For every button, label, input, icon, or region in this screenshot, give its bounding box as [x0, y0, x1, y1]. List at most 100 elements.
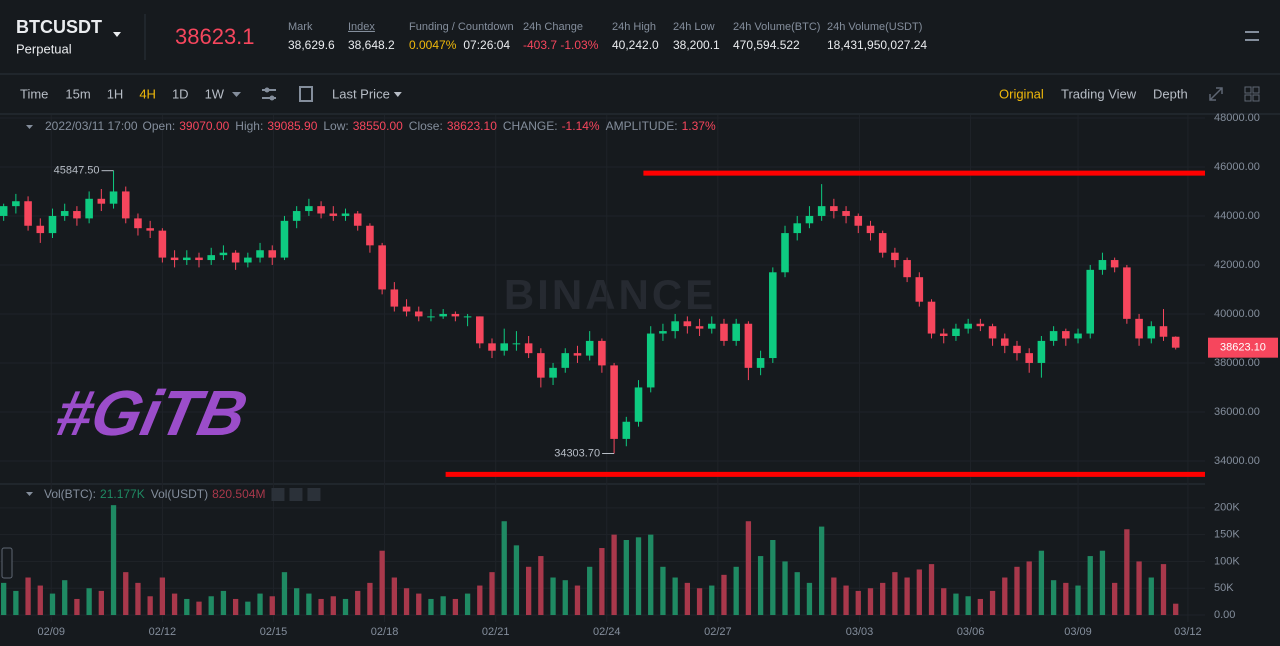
- candle-body: [390, 289, 399, 307]
- indicator-icon[interactable]: [269, 95, 275, 101]
- candle-body: [36, 225, 45, 234]
- volume-bar: [1160, 564, 1167, 616]
- interval-button[interactable]: 1D: [172, 86, 189, 101]
- volume-bar: [770, 539, 776, 616]
- candle-body: [353, 213, 362, 226]
- candle-body: [707, 323, 716, 329]
- volume-bar: [1112, 582, 1118, 616]
- candle-body: [976, 323, 985, 327]
- candle-body: [573, 353, 582, 356]
- volume-bar: [733, 566, 739, 616]
- volume-bar: [660, 566, 666, 616]
- volume-bar: [379, 550, 385, 616]
- volume-legend-name: Vol(BTC):: [44, 487, 96, 501]
- candle-body: [317, 206, 325, 214]
- interval-dropdown[interactable]: [232, 92, 241, 97]
- candle-body: [1037, 340, 1046, 363]
- volume-bar: [684, 582, 690, 616]
- legend-value: 39085.90: [267, 119, 317, 133]
- volume-bar: [464, 593, 471, 616]
- volume-toggle[interactable]: [26, 492, 33, 496]
- y-tick-label: 48000.00: [1214, 112, 1260, 124]
- candle-body: [256, 250, 264, 258]
- legend-toggle[interactable]: [26, 125, 33, 129]
- candle-body: [817, 206, 826, 216]
- candle-body: [1147, 326, 1156, 339]
- volume-bar: [428, 598, 434, 616]
- candle-body: [964, 323, 972, 329]
- x-tick-label: 03/09: [1064, 626, 1092, 638]
- candle-body: [793, 223, 802, 234]
- stat-value: 0.0047%: [409, 38, 457, 52]
- volume-bar: [977, 598, 984, 616]
- candle-body: [60, 211, 69, 216]
- volume-control[interactable]: [289, 488, 303, 501]
- legend-value: 39070.00: [179, 119, 229, 133]
- stat-label: 24h Change: [523, 21, 583, 33]
- volume-bar: [648, 534, 654, 616]
- volume-bar: [1063, 582, 1069, 616]
- price-type-dropdown: [393, 92, 402, 97]
- candle-body: [891, 252, 899, 261]
- annotation-label: 34303.70: [554, 447, 600, 459]
- volume-control[interactable]: [271, 488, 285, 501]
- volume-bar: [1075, 585, 1081, 616]
- candle-body: [24, 201, 32, 226]
- interval-button[interactable]: 15m: [65, 86, 90, 101]
- annotation-label: 45847.50: [54, 165, 100, 177]
- candle-body: [207, 255, 215, 261]
- volume-bar: [245, 601, 251, 616]
- candle-body: [720, 323, 728, 341]
- candle-body: [183, 257, 191, 261]
- volume-bar: [184, 598, 190, 616]
- volume-bar: [757, 556, 764, 616]
- stat-value: 38,629.6: [288, 38, 335, 52]
- volume-bar: [1038, 550, 1045, 616]
- legend-name: Low:: [323, 119, 348, 133]
- symbol-dropdown[interactable]: [113, 32, 121, 37]
- interval-button[interactable]: 4H: [139, 86, 156, 101]
- candle-body: [988, 326, 997, 339]
- candle-body: [549, 367, 557, 378]
- view-button[interactable]: Original: [999, 86, 1044, 101]
- volume-bar: [989, 590, 996, 616]
- interval-button[interactable]: 1W: [205, 86, 225, 101]
- view-button[interactable]: Depth: [1153, 86, 1188, 101]
- symbol[interactable]: BTCUSDT: [16, 17, 102, 37]
- volume-control[interactable]: [307, 488, 321, 501]
- stat-label: Mark: [288, 21, 313, 33]
- candle-body: [524, 343, 533, 354]
- stat-label: Index: [348, 21, 375, 33]
- candle-body: [769, 272, 777, 359]
- price-tag-label: 38623.10: [1220, 342, 1266, 354]
- template-icon[interactable]: [299, 86, 313, 102]
- volume-bar: [782, 561, 788, 616]
- volume-bar: [599, 548, 605, 616]
- interval-button[interactable]: Time: [20, 86, 48, 101]
- volume-bar: [110, 505, 117, 616]
- settings-icon[interactable]: [1245, 31, 1259, 41]
- x-tick-label: 02/27: [704, 626, 732, 638]
- candle-body: [915, 277, 924, 302]
- volume-bar: [318, 598, 324, 616]
- candle-body: [244, 257, 252, 263]
- candle-body: [634, 387, 643, 422]
- candle-body: [561, 353, 570, 368]
- interval-button[interactable]: 1H: [107, 86, 124, 101]
- volume-bar: [513, 545, 520, 616]
- view-button[interactable]: Trading View: [1061, 86, 1137, 101]
- side-toggle[interactable]: [1, 547, 13, 579]
- volume-bar: [916, 569, 922, 616]
- volume-bar: [330, 596, 336, 616]
- candle-body: [610, 365, 618, 439]
- volume-bar: [1124, 529, 1130, 616]
- fullscreen-icon[interactable]: [1209, 87, 1223, 101]
- candle-body: [1074, 333, 1082, 339]
- legend-value: -1.14%: [562, 119, 600, 133]
- volume-bar: [269, 596, 275, 616]
- indicator-icon[interactable]: [264, 87, 270, 93]
- candle-body: [659, 331, 667, 334]
- price-type[interactable]: Last Price: [332, 86, 390, 101]
- legend-value: 38550.00: [353, 119, 403, 133]
- layout-icon[interactable]: [1244, 86, 1260, 102]
